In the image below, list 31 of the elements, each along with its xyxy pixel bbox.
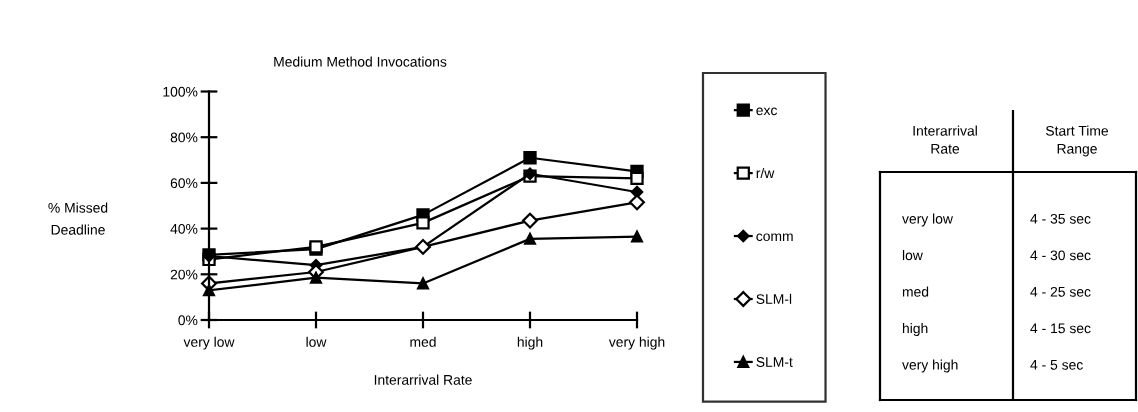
text: very high (902, 359, 958, 373)
legend-label: SLM-l (756, 293, 792, 304)
text: 4 - 15 sec (1030, 323, 1091, 334)
x-axis-title: Interarrival Rate (374, 374, 472, 385)
chart-title: Medium Method Invocations (274, 56, 447, 67)
y-tick-label: 0% (178, 315, 198, 326)
text: low (902, 250, 923, 261)
y-axis-title: % Missed Deadline (48, 202, 108, 235)
y-tick-label: 60% (170, 178, 198, 189)
text: 4 - 25 sec (1030, 286, 1091, 297)
text: Start Time Range (1045, 125, 1109, 157)
x-tick-label: very high (608, 336, 665, 350)
text: high (902, 323, 928, 336)
text: 4 - 30 sec (1030, 250, 1091, 261)
legend-label: SLM-t (756, 357, 793, 367)
text: med (902, 286, 929, 297)
text: 4 - 5 sec (1030, 360, 1083, 370)
text: very low (902, 213, 953, 227)
legend-label: r/w (756, 167, 775, 179)
x-tick-label: med (410, 336, 436, 347)
x-tick-label: low (306, 336, 327, 347)
x-tick-label: very low (183, 336, 235, 350)
legend-label: comm (756, 233, 793, 242)
y-tick-label: 40% (170, 223, 198, 234)
y-tick-label: 80% (170, 132, 198, 143)
y-tick-label: 100% (163, 86, 198, 97)
x-tick-label: high (517, 336, 543, 350)
legend-label: exc (756, 107, 778, 116)
text: Interarrival Rate (913, 125, 977, 154)
y-tick-label: 20% (170, 269, 198, 280)
text: 4 - 35 sec (1030, 213, 1091, 224)
